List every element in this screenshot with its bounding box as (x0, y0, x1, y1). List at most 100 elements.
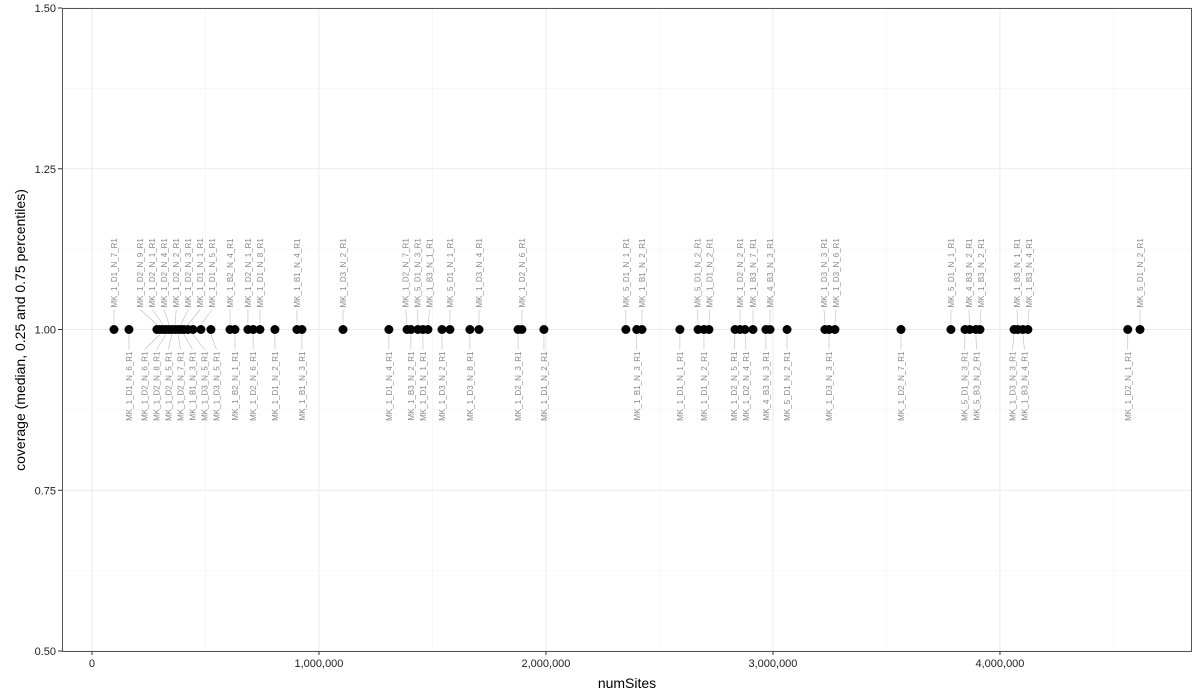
data-point (338, 325, 348, 334)
label-leader-line (697, 309, 699, 325)
data-point (474, 325, 484, 334)
data-point (109, 325, 119, 334)
point-label: MK_1_B2_N_1_R1 (231, 351, 240, 420)
point-label: MK_5_D1_N_3_R1 (414, 238, 423, 308)
point-label: MK_1_D2_N_9_R1 (136, 238, 145, 308)
label-leader-line (140, 309, 158, 325)
point-label: MK_1_D1_N_5_R1 (208, 238, 217, 308)
point-label: MK_1_D1_N_1_R1 (419, 351, 428, 421)
point-label: MK_4_B3_N_2_R1 (965, 238, 974, 307)
y-tick-label: 1.00 (35, 325, 56, 337)
data-point (517, 325, 527, 334)
point-label: MK_5_D1_N_2_R1 (693, 238, 702, 308)
points (109, 325, 1145, 334)
point-label: MK_1_D2_N_6_R1 (249, 351, 258, 421)
label-leader-line (210, 334, 217, 350)
x-tick-label: 3,000,000 (748, 658, 797, 670)
point-label: MK_1_D1_N_2_R1 (700, 351, 709, 421)
data-point (765, 325, 775, 334)
point-label: MK_1_D2_N_1_R1 (244, 238, 253, 308)
point-label: MK_1_D1_N_1_R1 (196, 238, 205, 308)
label-leader-line (427, 309, 430, 325)
point-label: MK_1_B2_N_4_R1 (226, 238, 235, 307)
point-label: MK_1_D2_N_2_R1 (736, 238, 745, 308)
point-label: MK_1_D3_N_3_R1 (1008, 351, 1017, 421)
data-point (384, 325, 394, 334)
point-label: MK_1_D2_N_4_R1 (160, 238, 169, 308)
point-label: MK_5_D1_N_1_R1 (622, 238, 631, 308)
x-axis: 0 1,000,000 2,000,000 3,000,000 4,000,000 (89, 651, 1024, 670)
point-label: MK_1_D1_N_2_R1 (705, 238, 714, 308)
data-point (1023, 325, 1033, 334)
data-point (748, 325, 758, 334)
y-axis: 0.50 0.75 1.00 1.25 1.50 (35, 3, 62, 658)
y-tick-label: 0.50 (35, 646, 56, 658)
y-axis-title: coverage (median, 0.25 and 0.75 percenti… (12, 189, 28, 471)
point-label: MK_1_D2_N_2_R1 (172, 238, 181, 308)
label-leader-line (979, 309, 982, 325)
data-point (740, 325, 750, 334)
label-leader-line (177, 334, 181, 350)
x-tick-label: 0 (89, 658, 95, 670)
label-leader-line (174, 309, 177, 325)
point-label: MK_1_B1_N_3_R1 (298, 351, 307, 420)
label-leader-line (823, 309, 826, 325)
point-label: MK_1_B3_N_2_R1 (407, 351, 416, 420)
point-label: MK_1_D2_N_3_R1 (184, 238, 193, 308)
data-point (255, 325, 265, 334)
point-label: MK_1_D1_N_2_R1 (540, 351, 549, 421)
label-leader-line (733, 334, 736, 350)
label-leader-line (156, 334, 167, 350)
label-leader-line (975, 334, 977, 350)
point-label: MK_1_D1_N_6_R1 (125, 351, 134, 421)
panel-border (62, 8, 1192, 652)
label-leader-line (405, 309, 408, 325)
point-label: MK_1_B3_N_1_R1 (1013, 238, 1022, 307)
point-label: MK_1_D1_N_1_R1 (676, 351, 685, 421)
data-point (1135, 325, 1145, 334)
data-point (196, 325, 206, 334)
data-point (297, 325, 307, 334)
point-label: MK_1_D2_N_6_R1 (518, 238, 527, 308)
label-leader-line (964, 334, 966, 350)
point-label: MK_1_D2_N_5_R1 (165, 351, 174, 421)
point-labels: MK_1_D1_N_7_R1 MK_1_D2_N_9_R1 MK_1_D2_N_1_… (110, 238, 1145, 421)
point-label: MK_5_D1_N_2_R1 (783, 351, 792, 421)
data-point (465, 325, 475, 334)
point-label: MK_5_B3_N_2_R1 (972, 351, 981, 420)
data-point (782, 325, 792, 334)
y-tick-label: 1.25 (35, 164, 56, 176)
point-label: MK_1_B1_N_2_R1 (638, 238, 647, 307)
point-label: MK_1_D3_N_8_R1 (466, 351, 475, 421)
point-label: MK_1_D1_N_4_R1 (385, 351, 394, 421)
point-label: MK_1_B3_N_2_R1 (977, 238, 986, 307)
point-label: MK_1_B3_N_7_R1 (749, 238, 758, 307)
data-point (248, 325, 258, 334)
point-label: MK_1_B3_N_1_R1 (426, 238, 435, 307)
point-label: MK_1_D1_N_2_R1 (271, 351, 280, 421)
data-point (896, 325, 906, 334)
point-label: MK_1_B1_N_3_R1 (189, 351, 198, 420)
point-label: MK_1_D2_N_7_R1 (897, 351, 906, 421)
data-point (621, 325, 631, 334)
label-leader-line (708, 309, 710, 325)
point-label: MK_1_D2_N_8_R1 (153, 351, 162, 421)
point-label: MK_1_D2_N_6_R1 (141, 351, 150, 421)
data-point (704, 325, 714, 334)
point-label: MK_1_D2_N_5_R1 (730, 351, 739, 421)
data-point (946, 325, 956, 334)
x-tick-label: 4,000,000 (975, 658, 1024, 670)
point-label: MK_1_D3_N_5_R1 (201, 351, 210, 421)
data-point (406, 325, 416, 334)
point-label: MK_1_D2_N_7_R1 (177, 351, 186, 421)
label-leader-line (183, 334, 193, 350)
point-label: MK_1_D3_N_3_R1 (825, 351, 834, 421)
data-point (975, 325, 985, 334)
data-point (124, 325, 134, 334)
point-label: MK_1_B3_N_4_R1 (1020, 351, 1029, 420)
label-leader-lines (113, 309, 1141, 350)
x-axis-title: numSites (598, 675, 656, 691)
data-point (830, 325, 840, 334)
data-point (437, 325, 447, 334)
